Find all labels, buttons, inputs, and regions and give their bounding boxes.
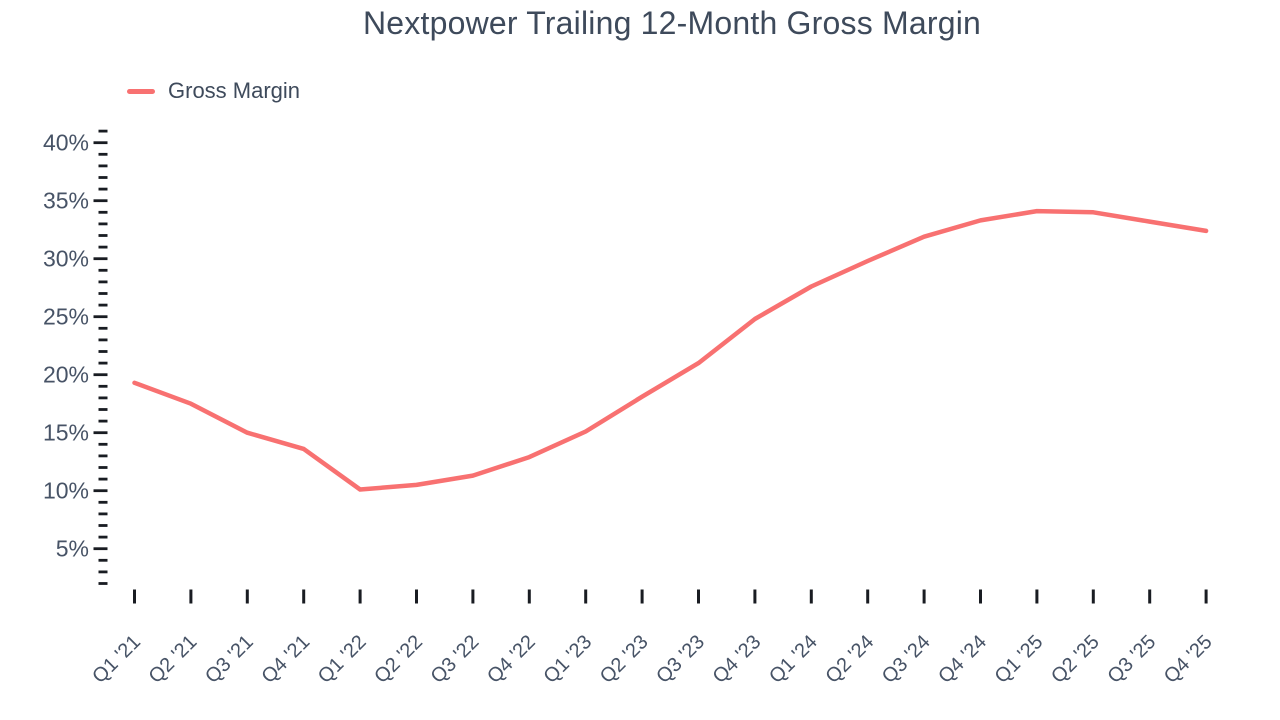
x-tick-label: Q3 '22 — [427, 631, 484, 688]
x-tick-label: Q3 '24 — [878, 631, 935, 688]
x-tick-label: Q4 '25 — [1160, 631, 1217, 688]
x-axis: Q1 '21 Q2 '21 Q3 '21 Q4 '21 Q1 '22 Q2 '22 Q3 '… — [88, 589, 1217, 688]
x-tick-label: Q3 '25 — [1103, 631, 1160, 688]
legend: Gross Margin — [127, 78, 300, 104]
x-tick-label: Q2 '22 — [370, 631, 427, 688]
x-tick-label: Q3 '21 — [201, 631, 258, 688]
x-tick-label: Q1 '24 — [765, 631, 822, 688]
x-tick-label: Q1 '22 — [314, 631, 371, 688]
x-tick-label: Q2 '21 — [145, 631, 202, 688]
y-tick-label: 15% — [43, 420, 89, 446]
y-tick-label: 40% — [43, 130, 89, 156]
y-tick-label: 20% — [43, 362, 89, 388]
x-tick-label: Q1 '23 — [539, 631, 596, 688]
y-tick-label: 10% — [43, 478, 89, 504]
y-tick-label: 30% — [43, 246, 89, 272]
legend-label: Gross Margin — [168, 78, 301, 103]
y-tick-label: 35% — [43, 188, 89, 214]
x-tick-label: Q4 '21 — [257, 631, 314, 688]
legend-line-swatch — [127, 88, 155, 94]
x-tick-label: Q2 '24 — [821, 631, 878, 688]
y-axis: 40% 35% 30% 25% 20% 15% 10% 5% — [43, 130, 108, 585]
x-tick-label: Q4 '23 — [709, 631, 766, 688]
x-tick-label: Q2 '25 — [1047, 631, 1104, 688]
y-tick-label: 25% — [43, 304, 89, 330]
x-tick-label: Q4 '24 — [934, 631, 991, 688]
x-tick-label: Q1 '21 — [88, 631, 145, 688]
chart-title: Nextpower Trailing 12-Month Gross Margin — [362, 5, 981, 41]
gross-margin-line — [132, 208, 1209, 492]
series-group — [132, 208, 1209, 492]
y-tick-label: 5% — [56, 536, 89, 562]
x-tick-label: Q1 '25 — [991, 631, 1048, 688]
x-tick-label: Q4 '22 — [483, 631, 540, 688]
x-tick-label: Q2 '23 — [596, 631, 653, 688]
x-tick-label: Q3 '23 — [652, 631, 709, 688]
